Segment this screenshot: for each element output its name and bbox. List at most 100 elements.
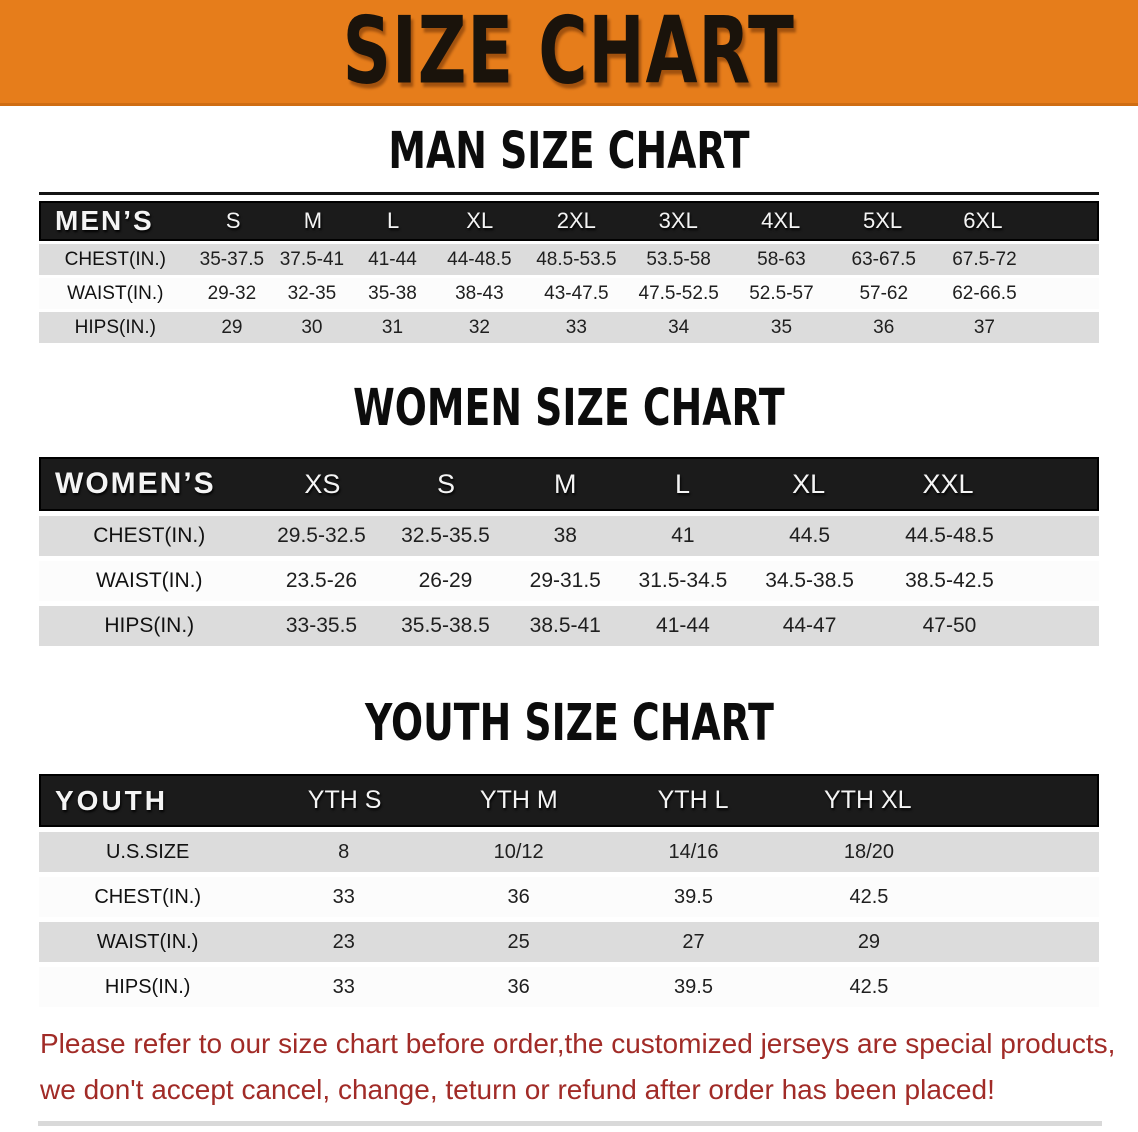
women-size-table: WOMEN’S XS S M L XL XXL CHEST(IN.) 29.5-32.5 32.5… bbox=[39, 457, 1099, 646]
footer-note: Please refer to our size chart before or… bbox=[40, 1021, 1138, 1113]
size-column-header: XXL bbox=[922, 468, 974, 499]
size-value: 23.5-26 bbox=[285, 569, 358, 592]
size-value: 36 bbox=[507, 885, 530, 908]
size-value: 34 bbox=[668, 316, 690, 338]
size-value: 32.5-35.5 bbox=[401, 524, 490, 547]
size-value: 53.5-58 bbox=[646, 248, 711, 270]
section-title-text: YOUTH SIZE CHART bbox=[364, 692, 774, 753]
size-column-header: YTH L bbox=[657, 786, 729, 814]
section-title-text: MAN SIZE CHART bbox=[388, 120, 750, 181]
size-value: 41-44 bbox=[368, 248, 417, 270]
table-row: HIPS(IN.) 33 36 39.5 42.5 bbox=[39, 967, 1099, 1007]
size-value: 10/12 bbox=[493, 840, 544, 863]
youth-section-title: YOUTH SIZE CHART bbox=[0, 692, 1138, 753]
size-value: 37.5-41 bbox=[279, 248, 345, 270]
size-column-header: L bbox=[387, 208, 400, 233]
row-filler bbox=[957, 877, 1099, 917]
youth-size-table: YOUTH YTH S YTH M YTH L YTH XL U.S.SIZE 8 10/12… bbox=[39, 774, 1099, 1007]
size-value: 63-67.5 bbox=[851, 248, 916, 270]
table-row: WAIST(IN.) 23 25 27 29 bbox=[39, 922, 1099, 962]
men-section-title: MAN SIZE CHART bbox=[0, 120, 1138, 181]
youth-table-header-row: YOUTH YTH S YTH M YTH L YTH XL bbox=[39, 774, 1099, 827]
row-label: WAIST(IN.) bbox=[95, 569, 203, 592]
size-column-header: XL bbox=[466, 208, 494, 233]
header-filler bbox=[1021, 459, 1097, 509]
size-value: 33 bbox=[332, 885, 355, 908]
header-filler bbox=[1033, 203, 1094, 239]
size-value: 44-48.5 bbox=[447, 248, 512, 270]
size-value: 41-44 bbox=[656, 614, 710, 637]
row-label: WAIST(IN.) bbox=[96, 930, 199, 953]
size-value: 35 bbox=[770, 316, 793, 338]
size-value: 26-29 bbox=[418, 569, 473, 592]
header-filler bbox=[955, 776, 1097, 825]
row-filler bbox=[957, 832, 1099, 872]
size-column-header: 6XL bbox=[963, 208, 1003, 233]
size-value: 31.5-34.5 bbox=[638, 569, 728, 592]
size-column-header: 5XL bbox=[862, 208, 903, 233]
women-table-header-row: WOMEN’S XS S M L XL XXL bbox=[39, 457, 1099, 511]
size-value: 32 bbox=[468, 316, 490, 338]
table-row: CHEST(IN.) 29.5-32.5 32.5-35.5 38 41 44.5 44.5… bbox=[39, 516, 1099, 556]
size-value: 33 bbox=[565, 316, 587, 338]
size-value: 38 bbox=[553, 524, 577, 547]
size-value: 38.5-42.5 bbox=[905, 569, 994, 592]
table-row: HIPS(IN.) 29 30 31 32 33 34 35 36 37 bbox=[39, 312, 1099, 343]
row-label: HIPS(IN.) bbox=[104, 975, 191, 998]
table-top-rule bbox=[39, 192, 1099, 195]
row-label: HIPS(IN.) bbox=[104, 614, 195, 637]
size-value: 23 bbox=[332, 930, 355, 953]
size-chart-sections: MAN SIZE CHART MEN’S S M L XL 2XL 3XL 4XL 5XL 6XL C… bbox=[0, 120, 1138, 1007]
row-filler bbox=[1023, 561, 1099, 601]
size-value: 34.5-38.5 bbox=[765, 569, 854, 592]
size-value: 29 bbox=[857, 930, 881, 953]
men-size-table: MEN’S S M L XL 2XL 3XL 4XL 5XL 6XL CHEST(IN.) 35-37… bbox=[39, 201, 1099, 343]
size-value: 44.5-48.5 bbox=[905, 524, 994, 547]
size-value: 33 bbox=[332, 975, 355, 998]
size-value: 8 bbox=[338, 840, 350, 863]
youth-size-section: YOUTH SIZE CHART YOUTH YTH S YTH M YTH L YTH … bbox=[0, 692, 1138, 1007]
row-label: CHEST(IN.) bbox=[93, 524, 206, 547]
size-value: 52.5-57 bbox=[749, 282, 814, 304]
size-value: 41 bbox=[671, 524, 695, 547]
size-value: 42.5 bbox=[849, 975, 889, 998]
men-size-section: MAN SIZE CHART MEN’S S M L XL 2XL 3XL 4XL 5XL 6XL C… bbox=[0, 120, 1138, 343]
table-header-label: YOUTH bbox=[55, 784, 168, 816]
size-value: 29 bbox=[221, 316, 243, 338]
men-table-header-row: MEN’S S M L XL 2XL 3XL 4XL 5XL 6XL bbox=[39, 201, 1099, 241]
women-size-section: WOMEN SIZE CHART WOMEN’S XS S M L XL XXL CHEST(I… bbox=[0, 378, 1138, 646]
row-filler bbox=[1023, 606, 1099, 646]
size-value: 67.5-72 bbox=[952, 248, 1017, 270]
row-label: CHEST(IN.) bbox=[94, 885, 201, 908]
row-filler bbox=[957, 967, 1099, 1007]
size-column-header: S bbox=[225, 208, 241, 233]
size-column-header: 2XL bbox=[556, 208, 596, 233]
size-column-header: M bbox=[554, 468, 577, 499]
table-header-label: MEN’S bbox=[55, 205, 154, 236]
size-value: 29.5-32.5 bbox=[277, 524, 366, 547]
size-column-header: L bbox=[674, 468, 690, 499]
table-row: CHEST(IN.) 33 36 39.5 42.5 bbox=[39, 877, 1099, 917]
row-filler bbox=[1034, 278, 1095, 309]
footer-note-line2: we don't accept cancel, change, teturn o… bbox=[40, 1074, 995, 1105]
size-column-header: XL bbox=[792, 468, 826, 499]
size-value: 25 bbox=[507, 930, 530, 953]
row-filler bbox=[957, 922, 1099, 962]
size-value: 44.5 bbox=[789, 524, 830, 547]
row-label: CHEST(IN.) bbox=[64, 248, 166, 270]
size-column-header: XS bbox=[304, 468, 341, 499]
size-value: 39.5 bbox=[674, 885, 713, 908]
size-value: 38.5-41 bbox=[529, 614, 601, 637]
table-row: CHEST(IN.) 35-37.5 37.5-41 41-44 44-48.5 48.5… bbox=[39, 244, 1099, 275]
size-value: 43-47.5 bbox=[544, 282, 609, 304]
size-value: 38-43 bbox=[455, 282, 504, 304]
size-column-header: 4XL bbox=[761, 208, 801, 233]
size-column-header: YTH XL bbox=[824, 786, 912, 814]
size-value: 39.5 bbox=[674, 975, 713, 998]
size-chart-banner: SIZE CHART bbox=[0, 0, 1138, 106]
size-value: 29-32 bbox=[207, 282, 257, 304]
size-value: 18/20 bbox=[843, 840, 894, 863]
banner-title: SIZE CHART bbox=[342, 0, 796, 106]
row-filler bbox=[1034, 244, 1095, 275]
size-value: 47-50 bbox=[922, 614, 977, 637]
